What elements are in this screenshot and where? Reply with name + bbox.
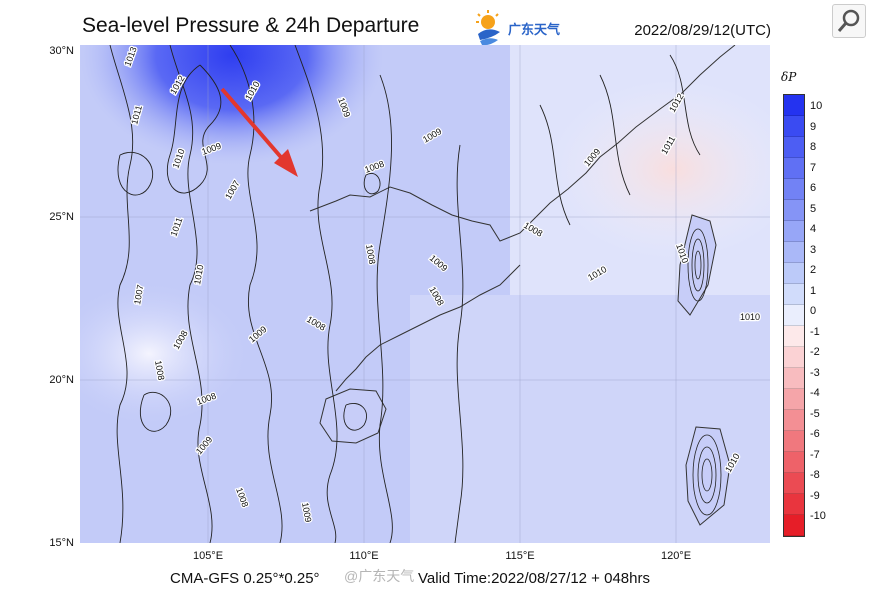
colorbar-label: -5 [810,407,820,420]
colorbar-segment [784,284,804,305]
south-china-coast [335,264,521,392]
zoom-button[interactable] [832,4,866,38]
colorbar-label: 7 [810,161,817,174]
taiwan-island [677,214,717,316]
lon-label-115: 115°E [505,550,535,562]
watermark: @广东天气 [344,568,415,584]
isobar-label: 1010 [192,264,205,285]
logo-text: 广东天气 [508,22,561,37]
colorbar-segment [784,389,804,410]
isobar-label: 1007 [132,284,145,305]
magnifier-icon [837,9,860,32]
colorbar-label: 8 [810,141,817,153]
colorbar-label: -9 [810,489,820,502]
forecast-datetime: 2022/08/29/12(UTC) [634,22,771,39]
colorbar-segment [784,305,804,326]
colorbar-label: 3 [810,243,817,256]
colorbar-label: 9 [810,120,817,133]
colorbar-segment [784,242,804,263]
colorbar-label: -8 [810,469,820,481]
colorbar-segment [784,326,804,347]
colorbar-segment [784,263,804,284]
lat-label-30: 30°N [49,45,74,57]
colorbar-segment [784,95,804,116]
colorbar-segment [784,515,804,536]
colorbar [783,94,805,537]
gridlines [80,45,770,543]
lat-label-15: 15°N [49,537,74,549]
lat-label-20: 20°N [49,374,74,386]
light-west-area [80,45,770,543]
colorbar-segment [784,221,804,242]
colorbar-segment [784,410,804,431]
colorbar-segment [784,137,804,158]
colorbar-segment [784,200,804,221]
chart-title: Sea-level Pressure & 24h Departure [82,14,420,37]
colorbar-segment [784,179,804,200]
colorbar-label: -6 [810,428,820,440]
lon-label-110: 110°E [349,550,379,562]
colorbar-label: -7 [810,448,820,461]
lon-label-120: 120°E [660,550,692,562]
colorbar-segment [784,473,804,494]
guangdong-weather-logo-icon [476,10,500,46]
colorbar-segment [784,452,804,473]
lat-label-25: 25°N [49,211,74,223]
colorbar-label: 4 [810,223,817,235]
colorbar-label: 2 [810,264,817,276]
red-arrow-icon [220,87,298,177]
colorbar-label: -3 [810,366,820,379]
colorbar-segment [784,116,804,137]
colorbar-label: 10 [810,100,823,112]
luzon-island [685,426,731,526]
isobar-label: 1008 [364,244,377,265]
colorbar-segment [784,368,804,389]
colorbar-label: 6 [810,182,817,194]
lon-label-105: 105°E [192,550,224,562]
colorbar-label: 0 [810,305,817,317]
colorbar-label: -10 [810,510,826,522]
coastline [309,45,736,242]
isobar-label: 1010 [740,312,760,322]
isobar-label: 1008 [153,360,166,381]
valid-time: Valid Time:2022/08/27/12 + 048hrs [418,570,650,587]
colorbar-title: δP [781,70,797,84]
colorbar-segment [784,158,804,179]
isobar-label: 1009 [300,502,313,523]
mountain-isobars [687,228,722,516]
colorbar-label: -2 [810,346,820,358]
colorbar-label: 1 [810,284,817,297]
colorbar-label: 5 [810,202,817,215]
colorbar-segment [784,494,804,515]
colorbar-segment [784,347,804,368]
model-info: CMA-GFS 0.25°*0.25° [170,570,320,587]
colorbar-label: -4 [810,387,820,399]
colorbar-label: -1 [810,325,820,338]
colorbar-segment [784,431,804,452]
